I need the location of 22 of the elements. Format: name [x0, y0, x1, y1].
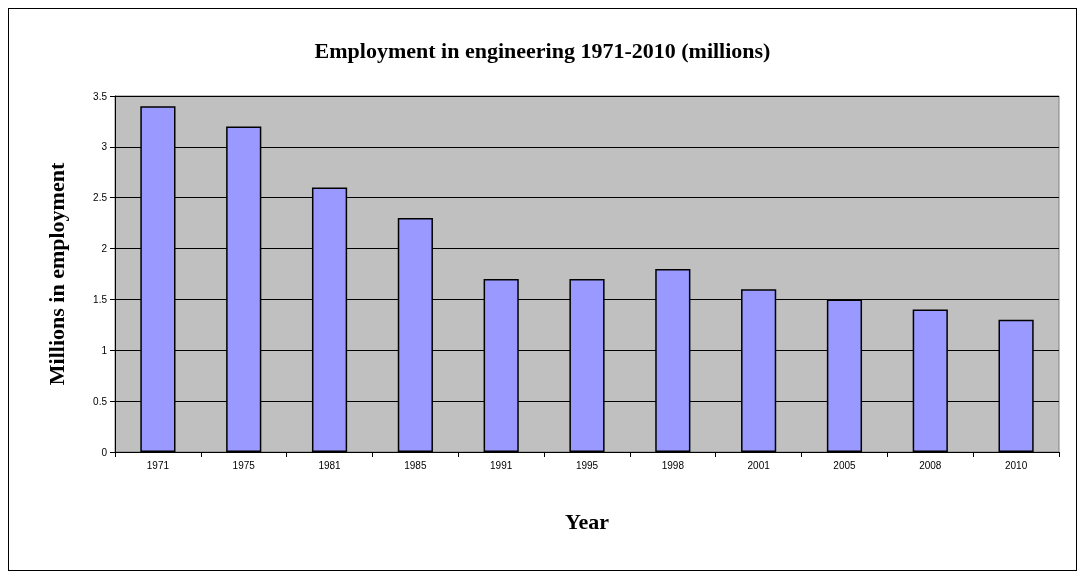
y-tick-label: 0.5	[93, 395, 108, 407]
x-tick-label: 1971	[146, 459, 170, 471]
x-tick-label: 1998	[661, 459, 685, 471]
chart-title: Employment in engineering 1971-2010 (millions)	[314, 37, 771, 63]
y-axis-title: Millions in employment	[43, 162, 69, 386]
x-tick-label: 1991	[490, 459, 513, 471]
y-tick-label: 2.5	[93, 192, 108, 204]
x-axis-title: Year	[565, 508, 610, 534]
y-tick-label: 1.5	[93, 293, 108, 305]
x-tick-label: 1985	[404, 459, 427, 471]
y-tick-label: 3	[101, 141, 108, 153]
x-tick-label: 2001	[747, 459, 771, 471]
x-tick-label: 2005	[833, 459, 857, 471]
x-tick-label: 1975	[232, 459, 256, 471]
x-tick-label: 2010	[1004, 459, 1028, 471]
y-tick-label: 2	[101, 243, 108, 255]
y-tick-label: 0	[101, 446, 108, 458]
y-tick-label: 1	[101, 344, 108, 356]
x-tick-label: 2008	[919, 459, 942, 471]
x-tick-label: 1995	[575, 459, 599, 471]
y-tick-label: 3.5	[93, 90, 108, 102]
x-tick-label: 1981	[318, 459, 342, 471]
